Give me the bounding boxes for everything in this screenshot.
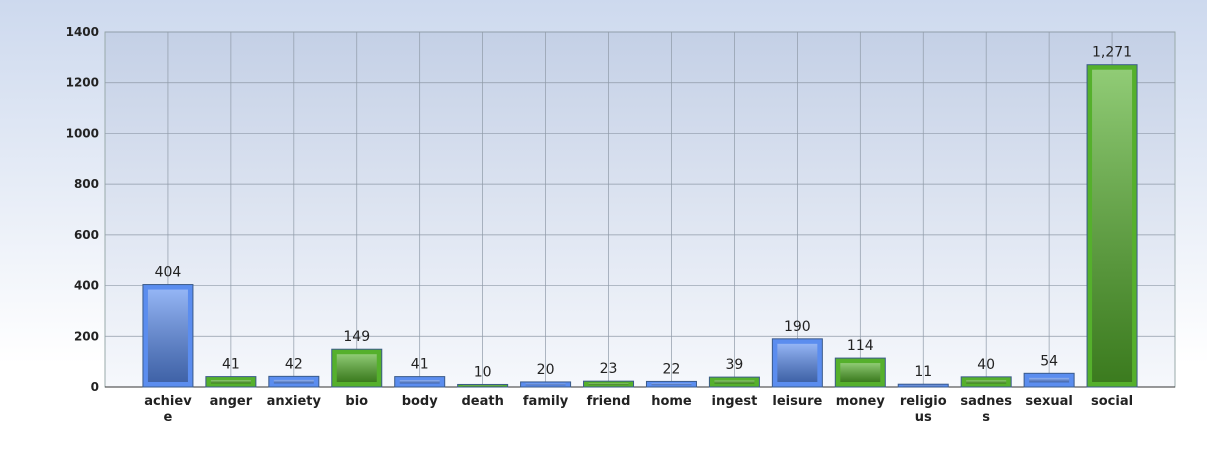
x-tick-label: anger — [210, 394, 253, 409]
x-tick-label: death — [461, 394, 503, 409]
value-label: 41 — [222, 357, 240, 373]
bar-shade — [525, 383, 566, 386]
x-tick-label: ingest — [712, 394, 758, 409]
x-tick-label: bio — [345, 394, 368, 409]
plot-area — [104, 31, 1176, 388]
value-label: 23 — [600, 361, 618, 377]
value-label: 114 — [847, 338, 874, 354]
x-tick-label: leisure — [772, 394, 822, 409]
y-tick-label: 600 — [74, 228, 99, 242]
x-tick-label: anxiety — [267, 394, 322, 409]
value-label: 404 — [155, 265, 182, 281]
value-label: 10 — [474, 364, 492, 380]
value-label: 1,271 — [1092, 45, 1132, 61]
bar-shade — [462, 385, 503, 387]
bar-shade — [966, 380, 1007, 384]
bar-shade — [840, 363, 881, 382]
bar-shade — [147, 289, 188, 382]
y-tick-label: 200 — [74, 329, 99, 343]
x-tick-label: home — [651, 394, 692, 409]
x-tick-label: family — [523, 394, 569, 409]
x-tick-label: sexual — [1025, 394, 1072, 409]
value-label: 149 — [343, 329, 370, 345]
bar-shade — [588, 383, 629, 386]
bar-shade — [777, 343, 818, 382]
x-tick-label: sadnes s — [960, 394, 1012, 425]
y-tick-label: 0 — [91, 380, 99, 394]
bar-shade — [1092, 69, 1133, 382]
x-tick-label: religio us — [900, 394, 947, 425]
value-label: 39 — [725, 357, 743, 373]
value-label: 54 — [1040, 353, 1058, 369]
y-tick-label: 1200 — [66, 76, 99, 90]
bar-shade — [1029, 377, 1070, 383]
value-label: 11 — [914, 364, 932, 380]
bar-shade — [903, 385, 944, 387]
x-tick-label: body — [402, 394, 439, 409]
bar-shade — [336, 354, 377, 382]
value-label: 40 — [977, 357, 995, 373]
value-label: 41 — [411, 357, 429, 373]
bar-shade — [714, 380, 755, 384]
x-tick-label: social — [1091, 394, 1133, 409]
bar-shade — [273, 379, 314, 384]
value-label: 22 — [663, 361, 681, 377]
y-tick-label: 400 — [74, 279, 99, 293]
value-label: 20 — [537, 362, 555, 378]
x-tick-label: money — [836, 394, 886, 409]
bar-shade — [399, 380, 440, 384]
y-tick-label: 1400 — [66, 25, 99, 39]
x-tick-label: friend — [587, 394, 631, 409]
bar-shade — [210, 380, 251, 384]
value-label: 190 — [784, 319, 811, 335]
y-tick-label: 800 — [74, 177, 99, 191]
value-label: 42 — [285, 356, 303, 372]
x-tick-label: achiev e — [144, 394, 192, 425]
bar-shade — [651, 383, 692, 386]
y-tick-label: 1000 — [66, 126, 99, 140]
